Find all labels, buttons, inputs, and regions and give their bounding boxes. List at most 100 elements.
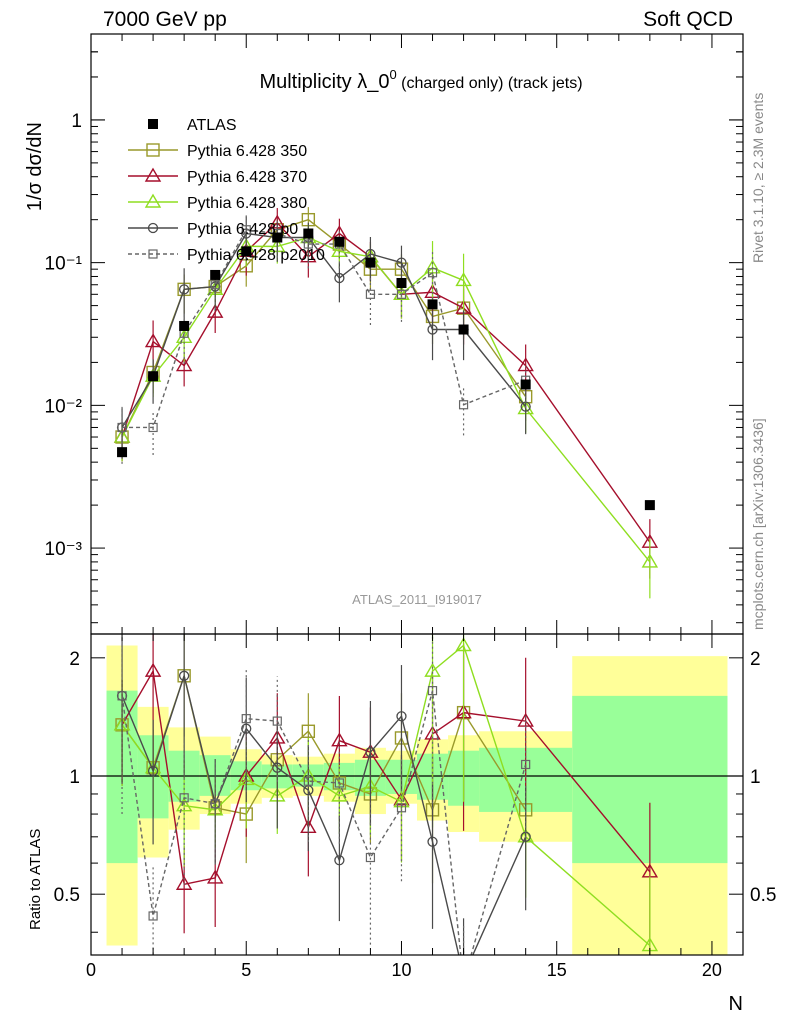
rivet-label: Rivet 3.1.10, ≥ 2.3M events — [750, 93, 766, 263]
atlas-data-point — [117, 447, 128, 458]
x-tick-label: 10 — [391, 960, 411, 980]
ratio-tick-label-left: 0.5 — [54, 885, 80, 906]
legend-label-atlas: ATLAS — [187, 117, 237, 134]
atlas-data-point — [427, 299, 438, 310]
series-point-pp2010 — [210, 280, 220, 290]
series-line-pp2010 — [122, 229, 526, 429]
axis-ticks: 0 5 10 15 20 10⁻³ 10⁻² 10⁻¹ 1 0.5 0.5 1 1 2 2 — [45, 33, 776, 980]
ratio-point-pp2010 — [241, 714, 251, 724]
atlas-data-point — [334, 236, 345, 247]
ratio-line-p370 — [121, 669, 651, 886]
legend-label-p350: Pythia 6.428 350 — [187, 143, 307, 160]
mcplots-label: mcplots.cern.ch [arXiv:1306.3436] — [750, 418, 766, 630]
series-point-pp2010 — [148, 422, 158, 433]
y-tick-label: 10⁻² — [45, 396, 83, 417]
plot-title-main: Multiplicity λ_0 — [259, 71, 389, 93]
ratio-point-p370 — [331, 732, 348, 747]
x-tick-label: 0 — [86, 960, 96, 980]
series-point-pp2010 — [241, 225, 251, 235]
ratio-tick-label-right: 1 — [750, 767, 761, 788]
series-point-pp2010 — [303, 239, 313, 249]
legend-marker-p380 — [144, 193, 162, 208]
y-tick-label: 1 — [71, 111, 82, 132]
legend-label-pp0: Pythia 6.428 p0 — [187, 221, 298, 238]
x-tick-label: 20 — [702, 960, 722, 980]
series-point-pp2010 — [396, 289, 407, 299]
ratio-tick-label-left: 1 — [69, 767, 80, 788]
series-point-pp0 — [178, 284, 190, 295]
legend-marker-atlas — [148, 119, 158, 129]
atlas-data-point — [148, 371, 159, 382]
legend-label-pp2010: Pythia 6.428 p2010 — [187, 247, 325, 264]
ratio-point-pp0 — [241, 723, 252, 734]
legend-marker-pp2010 — [148, 249, 158, 259]
legend-marker-p370 — [144, 167, 162, 182]
ratio-tick-label-right: 0.5 — [750, 885, 776, 906]
ratio-point-pp2010 — [365, 852, 376, 863]
y-tick-label: 10⁻³ — [45, 539, 83, 560]
ratio-tick-label-left: 2 — [69, 649, 80, 670]
atlas-data-point — [644, 500, 655, 511]
ratio-point-pp2010 — [521, 759, 531, 770]
legend-marker-pp0 — [147, 222, 159, 234]
legend-label-p380: Pythia 6.428 380 — [187, 195, 307, 212]
ratio-frame — [90, 633, 744, 956]
ratio-point-pp2010 — [303, 776, 313, 786]
ratio-point-pp2010 — [117, 691, 127, 701]
series-point-p370 — [206, 303, 224, 318]
ratio-axis-label: Ratio to ATLAS — [27, 829, 44, 930]
atlas-data-point — [365, 257, 376, 268]
main-panel — [113, 207, 659, 599]
legend-marker-p350 — [146, 143, 160, 157]
ratio-point-pp0 — [147, 765, 159, 777]
ratio-point-pp0 — [178, 670, 190, 681]
series-point-p370 — [517, 357, 534, 372]
series-point-p370 — [175, 357, 193, 372]
y-axis-label: 1/σ dσ/dN — [24, 122, 46, 211]
ratio-line-pp2010 — [121, 690, 527, 955]
ratio-point-pp0 — [365, 747, 376, 758]
series-point-p380 — [455, 272, 472, 287]
legend-label-p370: Pythia 6.428 370 — [187, 169, 307, 186]
ratio-point-p370 — [175, 875, 193, 890]
series-point-pp2010 — [365, 289, 376, 299]
ratio-point-p350 — [301, 724, 316, 738]
series-point-pp0 — [334, 272, 345, 284]
ratio-point-pp2010 — [334, 778, 344, 788]
y-tick-label: 10⁻¹ — [45, 254, 83, 275]
x-axis-label: N — [729, 993, 743, 1015]
atlas-data-point — [303, 228, 314, 239]
series-point-pp2010 — [427, 268, 438, 278]
ratio-point-pp0 — [427, 836, 438, 847]
series-point-p370 — [144, 333, 162, 348]
ratio-point-p380 — [455, 637, 472, 652]
plot-title-sup: 0 — [389, 67, 396, 82]
ratio-point-p380 — [424, 662, 441, 677]
series-point-pp0 — [427, 324, 438, 335]
ratio-point-pp2010 — [179, 793, 189, 803]
atlas-data-point — [210, 269, 221, 280]
series-point-pp0 — [396, 257, 407, 268]
atlas-data-point — [272, 232, 283, 243]
series-point-p380 — [641, 553, 659, 568]
ratio-panel — [91, 634, 743, 955]
ratio-point-p380 — [331, 787, 348, 802]
legend: ATLAS Pythia 6.428 350 Pythia 6.428 370 Pyt… — [128, 117, 325, 264]
series-point-pp2010 — [458, 400, 469, 410]
ratio-point-pp0 — [396, 711, 407, 722]
series-point-pp2010 — [117, 422, 127, 433]
atlas-data-point — [179, 320, 190, 331]
ratio-tick-label-right: 2 — [750, 649, 761, 670]
ratio-point-pp2010 — [427, 686, 438, 696]
ratio-point-pp2010 — [148, 911, 158, 921]
ratio-point-p380 — [175, 797, 193, 812]
atlas-data-point — [458, 324, 469, 335]
ratio-point-pp0 — [334, 855, 345, 866]
ratio-point-p370 — [206, 869, 224, 884]
x-tick-label: 5 — [241, 960, 251, 980]
atlas-data-point — [396, 278, 407, 289]
energy-label: 7000 GeV pp — [103, 8, 227, 31]
x-tick-label: 15 — [547, 960, 567, 980]
ratio-point-pp0 — [272, 762, 283, 773]
ratio-point-pp2010 — [396, 803, 407, 813]
